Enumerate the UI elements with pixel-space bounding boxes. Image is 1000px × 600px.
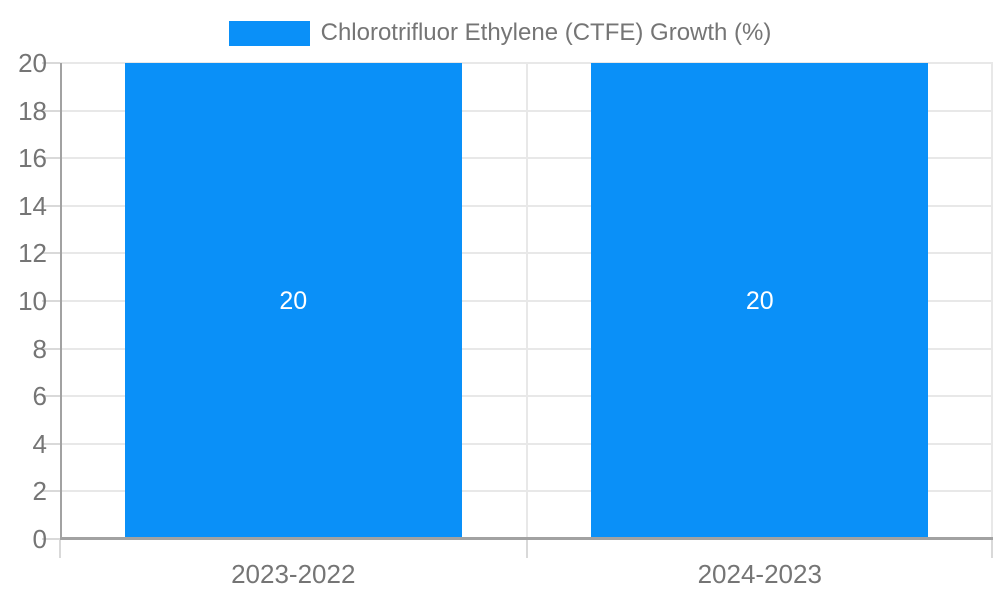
legend-swatch-icon: [228, 20, 310, 46]
y-tick-label: 6: [32, 381, 47, 412]
legend[interactable]: Chlorotrifluor Ethylene (CTFE) Growth (%…: [0, 19, 1000, 47]
bar[interactable]: [591, 63, 929, 539]
y-tick-label: 4: [32, 428, 47, 459]
y-axis-tick: [42, 109, 60, 112]
y-tick-label: 0: [32, 524, 47, 554]
y-axis-tick: [42, 157, 60, 160]
x-axis-tick: [525, 539, 528, 558]
y-tick-label: 18: [18, 95, 47, 126]
bar[interactable]: [124, 63, 462, 539]
y-axis-tick: [42, 204, 60, 207]
y-axis-tick: [42, 300, 60, 302]
y-axis-tick: [42, 252, 60, 255]
bar-value-label: 20: [279, 287, 308, 315]
y-axis-tick: [42, 347, 60, 350]
gridline-vertical: [525, 63, 528, 539]
y-axis-tick: [42, 490, 60, 493]
y-tick-label: 20: [18, 48, 47, 78]
gridline-vertical: [991, 63, 993, 539]
x-category-label: 2023-2022: [231, 559, 356, 589]
plot-area: 20 20: [42, 62, 993, 558]
y-tick-label: 8: [32, 333, 47, 364]
y-axis-tick: [42, 442, 60, 445]
y-axis-tick: [42, 62, 60, 64]
y-tick-label: 16: [18, 143, 47, 174]
x-axis-tick: [991, 539, 993, 558]
y-tick-label: 2: [32, 476, 47, 507]
bar-value-label: 20: [745, 287, 774, 315]
x-category-label: 2024-2023: [697, 559, 822, 589]
y-axis-tick: [42, 395, 60, 398]
y-axis-line: [60, 63, 62, 539]
y-tick-label: 14: [18, 190, 47, 221]
x-axis-tick: [59, 539, 61, 558]
y-tick-label: 12: [18, 238, 47, 269]
x-axis-line: [60, 537, 993, 540]
y-tick-label: 10: [18, 286, 47, 316]
y-axis-tick: [42, 538, 60, 540]
legend-label: Chlorotrifluor Ethylene (CTFE) Growth (%…: [320, 19, 772, 46]
